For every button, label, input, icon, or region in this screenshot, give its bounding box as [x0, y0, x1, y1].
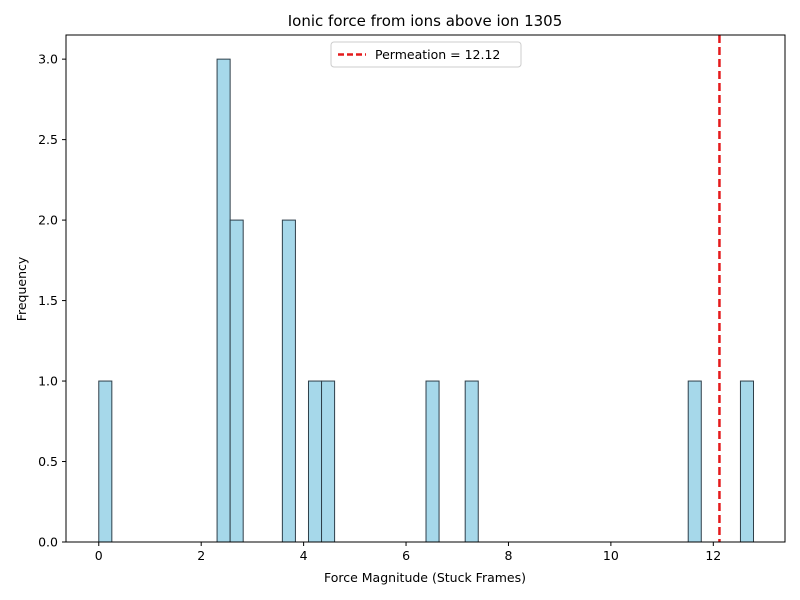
histogram-bar-4	[307, 380, 323, 543]
histogram-bar-3	[281, 219, 296, 543]
y-tick-label-2: 1.0	[38, 374, 58, 389]
x-tick-label-1: 2	[197, 548, 205, 563]
histogram-bar-8	[687, 380, 702, 543]
histogram-bar-0	[98, 380, 113, 543]
histogram-bar-5	[321, 380, 336, 543]
legend-box	[330, 41, 522, 68]
x-tick-label-3: 6	[402, 548, 410, 563]
legend-entry-label: Permeation = 12.12	[375, 47, 500, 62]
x-tick-label-5: 10	[603, 548, 619, 563]
x-axis-label: Force Magnitude (Stuck Frames)	[324, 570, 526, 585]
histogram-bar-2	[229, 219, 244, 543]
y-tick-label-3: 1.5	[38, 293, 58, 308]
histogram-bar-6	[425, 380, 440, 543]
axes-frame	[65, 34, 786, 543]
y-tick-label-6: 3.0	[38, 52, 58, 67]
y-tick-label-5: 2.5	[38, 132, 58, 147]
histogram-bar-1	[216, 58, 231, 543]
y-tick-label-1: 0.5	[38, 454, 58, 469]
chart-title: Ionic force from ions above ion 1305	[288, 12, 563, 30]
x-tick-label-4: 8	[504, 548, 512, 563]
legend: Permeation = 12.12	[330, 41, 522, 68]
y-tick-label-0: 0.0	[38, 535, 58, 550]
x-tick-label-6: 12	[705, 548, 721, 563]
plot-area: 0 2 4 6 8 10 12 0.0 0.5 1.0 1.5 2.0 2.5 3.0	[38, 34, 786, 563]
histogram-bar-9	[739, 380, 755, 543]
x-tick-label-2: 4	[300, 548, 308, 563]
y-tick-label-4: 2.0	[38, 213, 58, 228]
y-axis-label: Frequency	[14, 256, 29, 321]
x-tick-label-0: 0	[95, 548, 103, 563]
histogram-bar-7	[464, 380, 479, 543]
